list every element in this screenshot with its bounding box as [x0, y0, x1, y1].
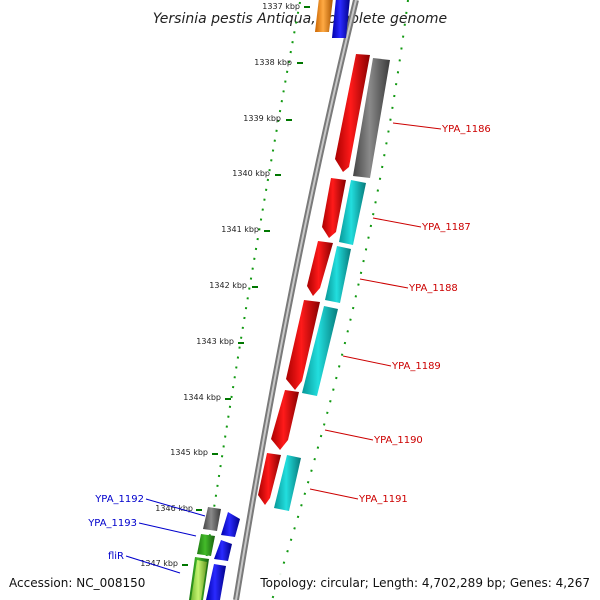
gene-blue-top[interactable]	[332, 0, 350, 38]
gene-label-ypa-1189[interactable]: YPA_1189	[391, 361, 441, 372]
gene-ypa-1191-cyan[interactable]	[274, 455, 301, 511]
tick-label-1341: 1341 kbp	[221, 225, 259, 234]
gene-ypa-1193-green[interactable]	[197, 534, 215, 556]
outer-ring-dotted	[271, 0, 409, 600]
tick-label-1347: 1347 kbp	[140, 559, 178, 568]
topology-text: Topology: circular; Length: 4,702,289 bp…	[259, 576, 590, 590]
gene-ypa-1190-red[interactable]	[271, 390, 299, 450]
footer-right-bg	[256, 572, 594, 592]
gene-label-ypa-1190[interactable]: YPA_1190	[373, 435, 423, 446]
connector-ypa-1193	[138, 522, 197, 537]
gene-label-ypa-1186[interactable]: YPA_1186	[441, 124, 491, 135]
connector-ypa-1192	[145, 498, 206, 517]
gene-ypa-1187-cyan[interactable]	[339, 180, 366, 245]
gene-ypa-1193-blue[interactable]	[214, 540, 232, 561]
connector-ypa-1186	[392, 122, 442, 130]
connector-ypa-1191	[309, 488, 359, 500]
gene-label-ypa-1192[interactable]: YPA_1192	[94, 494, 144, 505]
genome-backbone-highlight	[235, 0, 357, 600]
tick-label-1339: 1339 kbp	[243, 114, 281, 123]
gene-ypa-1187-red[interactable]	[322, 178, 346, 238]
tick-label-1342: 1342 kbp	[209, 281, 247, 290]
gene-label-ypa-1193[interactable]: YPA_1193	[87, 518, 137, 529]
accession-text: Accession: NC_008150	[9, 576, 145, 590]
gene-ypa-1191-red[interactable]	[258, 453, 281, 505]
connector-flir	[125, 555, 181, 574]
tick-label-1345: 1345 kbp	[170, 448, 208, 457]
gene-ypa-1192-gray[interactable]	[203, 507, 221, 531]
gene-label-ypa-1187[interactable]: YPA_1187	[421, 222, 471, 233]
gene-flir-blue[interactable]	[206, 564, 226, 600]
gene-ypa-1188-cyan[interactable]	[325, 246, 351, 303]
gene-label-ypa-1188[interactable]: YPA_1188	[408, 283, 458, 294]
gene-ypa-1186-gray[interactable]	[353, 58, 390, 178]
connector-ypa-1187	[372, 217, 422, 228]
gene-track-right	[258, 54, 390, 511]
tick-label-1344: 1344 kbp	[183, 393, 221, 402]
gene-ypa-1192-blue[interactable]	[221, 512, 240, 537]
label-connectors-right	[309, 122, 442, 500]
gene-label-flir[interactable]: fliR	[108, 551, 124, 562]
gene-track-left	[189, 507, 240, 600]
tick-label-1340: 1340 kbp	[232, 169, 270, 178]
connector-ypa-1188	[359, 278, 409, 289]
gene-ypa-1186-red[interactable]	[335, 54, 370, 172]
connector-ypa-1190	[324, 429, 374, 441]
footer-left-bg	[6, 572, 156, 592]
tick-label-1343: 1343 kbp	[196, 337, 234, 346]
gene-label-ypa-1191[interactable]: YPA_1191	[358, 494, 408, 505]
tick-label-1338: 1338 kbp	[254, 58, 292, 67]
gene-labels-right: YPA_1186 YPA_1187 YPA_1188 YPA_1189 YPA_…	[358, 124, 491, 505]
tick-label-1346: 1346 kbp	[155, 504, 193, 513]
map-title: Yersinia pestis Antiqua, complete genome	[153, 11, 447, 27]
gene-flir-lime[interactable]	[191, 560, 207, 600]
label-connectors-left	[125, 498, 206, 574]
gene-ypa-1189-cyan[interactable]	[302, 306, 338, 396]
tick-ring-dotted	[199, 1, 301, 600]
tick-label-1337: 1337 kbp	[262, 2, 300, 11]
gene-ypa-1188-red[interactable]	[307, 241, 333, 296]
kbp-ticks: 1337 kbp 1338 kbp 1339 kbp 1340 kbp 1341…	[140, 2, 310, 568]
gene-labels-left: YPA_1192 YPA_1193 fliR	[87, 494, 144, 562]
gene-ypa-1189-red[interactable]	[286, 300, 320, 390]
connector-ypa-1189	[342, 355, 392, 367]
gene-orange-top[interactable]	[315, 0, 333, 32]
